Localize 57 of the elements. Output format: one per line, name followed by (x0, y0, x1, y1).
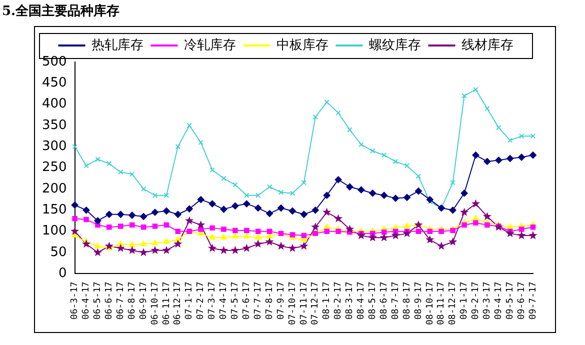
x-tick-label: 07-8-17 (264, 282, 275, 320)
x-tick-label: 06-3-17 (70, 282, 80, 320)
x-tick-label: 09-1-17 (460, 282, 470, 320)
x-tick-label: 06-11-17 (162, 282, 172, 326)
x-tick-label: 06-8-17 (127, 282, 138, 320)
x-tick-label: 08-11-17 (436, 282, 447, 326)
y-tick-label: 50 (50, 244, 67, 260)
x-tick-label: 06-12-17 (173, 282, 184, 326)
x-tick-label: 07-6-17 (242, 282, 252, 320)
x-tick-label: 09-5-17 (505, 282, 516, 320)
x-tick-label: 08-7-17 (390, 282, 401, 320)
x-tick-label: 06-4-17 (82, 282, 92, 320)
x-tick-label: 07-4-17 (219, 282, 230, 320)
x-tick-label: 06-10-17 (150, 282, 160, 326)
legend-label: 热轧库存 (91, 38, 144, 53)
legend-label: 螺纹库存 (368, 38, 421, 53)
y-tick-label: 400 (42, 96, 67, 112)
x-tick-label: 07-12-17 (310, 282, 321, 326)
x-tick-label: 08-1-17 (322, 282, 332, 320)
x-tick-label: 06-5-17 (93, 282, 104, 320)
y-tick-label: 250 (42, 160, 67, 176)
x-tick-label: 06-9-17 (138, 282, 149, 320)
legend-label: 线材库存 (461, 38, 514, 53)
x-tick-label: 07-1-17 (184, 282, 195, 320)
y-tick-label: 350 (42, 118, 67, 133)
legend-label: 冷轧库存 (184, 38, 236, 53)
x-tick-label: 07-9-17 (276, 282, 286, 320)
x-tick-label: 09-6-17 (516, 282, 527, 320)
x-tick-label: 08-4-17 (356, 282, 367, 320)
legend-label: 中板库存 (276, 38, 328, 53)
x-tick-label: 09-7-17 (528, 282, 538, 320)
x-tick-label: 08-9-17 (414, 282, 424, 320)
y-tick-label: 450 (42, 76, 67, 91)
x-tick-label: 07-11-17 (299, 282, 310, 326)
y-tick-label: 100 (42, 224, 67, 239)
chart-title: 5.全国主要品种库存 (2, 2, 121, 21)
x-tick-label: 09-2-17 (471, 282, 482, 320)
x-tick-label: 07-10-17 (288, 282, 298, 326)
x-tick-label: 08-3-17 (345, 282, 356, 320)
x-tick-label: 07-7-17 (253, 282, 264, 320)
x-tick-label: 08-6-17 (379, 282, 390, 320)
x-tick-label: 08-5-17 (368, 282, 378, 320)
x-tick-label: 06-6-17 (104, 282, 115, 320)
x-tick-label: 08-12-17 (448, 282, 458, 326)
x-tick-label: 07-2-17 (196, 282, 206, 320)
x-tick-label: 07-3-17 (208, 282, 218, 320)
x-tick-label: 07-5-17 (230, 282, 241, 320)
y-tick-label: 150 (42, 202, 67, 218)
x-tick-label: 09-3-17 (482, 282, 493, 320)
y-tick-label: 300 (42, 139, 67, 154)
x-tick-label: 08-8-17 (402, 282, 412, 320)
x-tick-label: 09-4-17 (494, 282, 504, 320)
y-tick-label: 200 (42, 181, 67, 196)
x-tick-label: 06-7-17 (116, 282, 126, 320)
x-tick-label: 08-10-17 (425, 282, 436, 326)
y-tick-label: 0 (58, 266, 67, 282)
x-tick-label: 08-2-17 (334, 282, 344, 320)
